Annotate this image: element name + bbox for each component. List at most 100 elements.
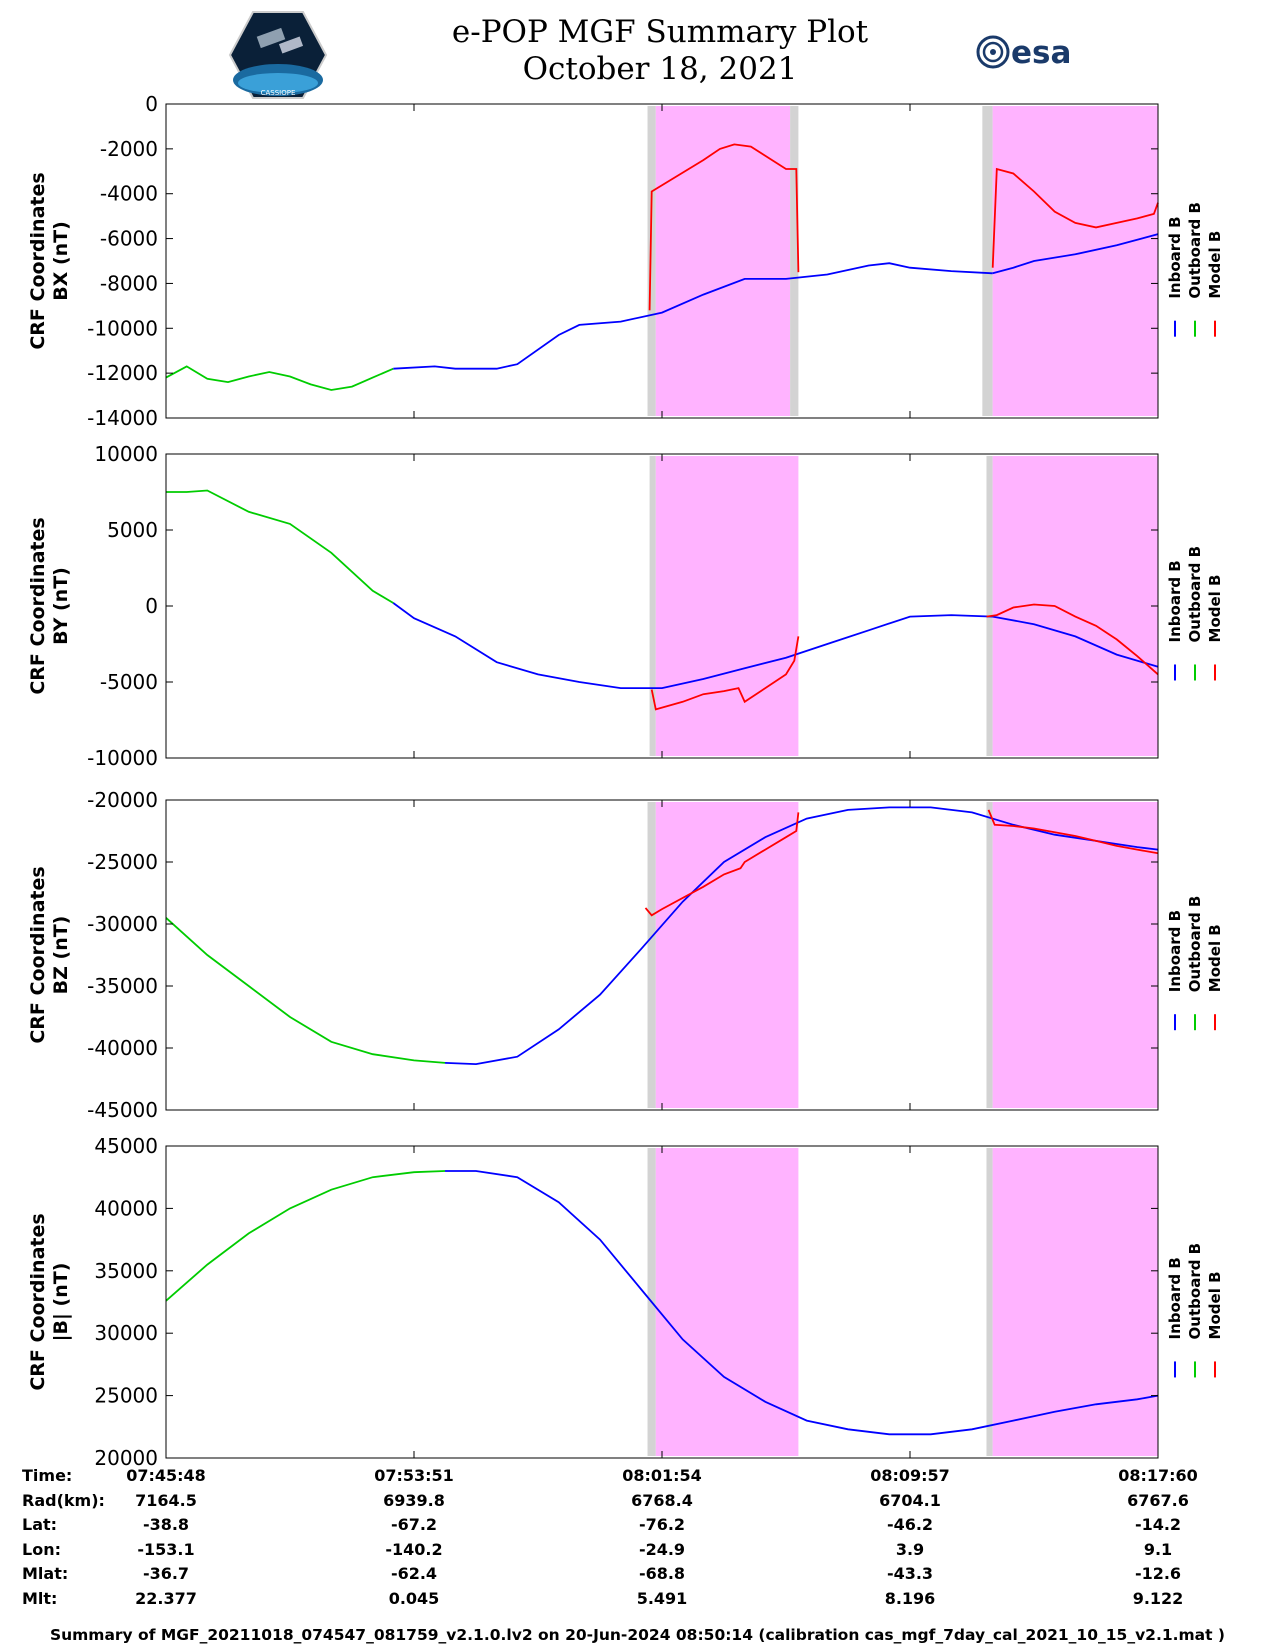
info-cell: 9.1 xyxy=(1143,1539,1173,1559)
info-cell: 5.491 xyxy=(636,1588,688,1608)
info-cell: 6939.8 xyxy=(383,1490,445,1510)
info-cell: -24.9 xyxy=(638,1539,686,1559)
info-cell: 6767.6 xyxy=(1127,1490,1189,1510)
shaded-region-0-3 xyxy=(982,106,993,416)
series-line-2-1 xyxy=(444,806,1159,1066)
esa-logo-text: esa xyxy=(1011,35,1071,71)
y-tick-label-0-0: 0 xyxy=(145,92,158,116)
y-tick-label-3-1: 40000 xyxy=(94,1196,158,1220)
info-cell: -153.1 xyxy=(137,1539,195,1559)
shaded-region-2-1 xyxy=(655,802,799,1108)
series-line-0-0 xyxy=(165,365,394,391)
info-cell: -36.7 xyxy=(142,1564,190,1583)
series-line-0-1 xyxy=(393,262,993,370)
series-line-0-3 xyxy=(648,143,800,311)
legend-label-2-2: Model B xyxy=(1206,924,1224,992)
y-tick-label-2-1: -25000 xyxy=(87,850,158,874)
y-tick-label-3-3: 30000 xyxy=(94,1321,158,1345)
y-tick-label-0-1: -2000 xyxy=(100,137,158,161)
shaded-region-2-0 xyxy=(647,802,656,1108)
series-line-0-2 xyxy=(992,233,1159,275)
y-axis-label-line1-0: CRF Coordinates xyxy=(27,172,49,349)
legend-label-1-2: Model B xyxy=(1206,575,1224,643)
legend-label-3-0: Inboard B xyxy=(1166,1257,1184,1339)
y-tick-label-2-0: -20000 xyxy=(87,788,158,812)
info-cell: 6704.1 xyxy=(879,1490,941,1510)
shaded-region-2-3 xyxy=(992,802,1158,1108)
y-tick-label-3-0: 45000 xyxy=(94,1134,158,1158)
legend-label-3-1: Outboard B xyxy=(1186,1243,1204,1340)
info-cell: 8.196 xyxy=(884,1588,936,1608)
info-row-label: Mlt: xyxy=(22,1588,58,1608)
info-cell: 0.045 xyxy=(388,1588,440,1608)
info-cell: -68.8 xyxy=(638,1564,686,1583)
esa-logo: esa xyxy=(976,35,1071,71)
series-line-3-0 xyxy=(165,1170,446,1302)
legend-label-2-1: Outboard B xyxy=(1186,896,1204,993)
shaded-region-0-2 xyxy=(790,106,799,416)
y-axis-label-line2-1: BY (nT) xyxy=(50,567,72,645)
info-cell: 07:45:48 xyxy=(126,1466,206,1485)
info-cell: -43.3 xyxy=(886,1564,934,1583)
y-axis-label-line2-0: BX (nT) xyxy=(50,221,72,301)
y-axis-label-line1-3: CRF Coordinates xyxy=(27,1213,49,1390)
y-tick-label-1-4: -10000 xyxy=(87,746,158,770)
info-cell: 3.9 xyxy=(895,1539,925,1559)
y-axis-label-3: CRF Coordinates|B| (nT) xyxy=(27,1213,72,1390)
y-tick-label-1-3: -5000 xyxy=(100,670,158,694)
y-tick-label-0-2: -4000 xyxy=(100,182,158,206)
info-cell: 6768.4 xyxy=(631,1490,693,1510)
info-cell: -14.2 xyxy=(1134,1515,1182,1534)
info-cell: -140.2 xyxy=(385,1539,443,1559)
shaded-region-0-1 xyxy=(655,106,791,416)
cassiope-logo: CASSIOPE xyxy=(228,11,328,99)
info-cell: 08:17:60 xyxy=(1118,1466,1198,1485)
series-line-3-1 xyxy=(445,1170,1159,1436)
footer-text: Summary of MGF_20211018_074547_081759_v2… xyxy=(49,1626,1226,1644)
y-tick-label-3-4: 25000 xyxy=(94,1384,158,1408)
series-line-2-3 xyxy=(987,809,1159,855)
info-cell: -12.6 xyxy=(1134,1564,1182,1583)
legend-label-0-0: Inboard B xyxy=(1166,216,1184,298)
y-axis-label-2: CRF CoordinatesBZ (nT) xyxy=(27,866,72,1043)
shaded-region-3-1 xyxy=(655,1148,799,1456)
y-tick-label-3-2: 35000 xyxy=(94,1259,158,1283)
legend-label-3-2: Model B xyxy=(1206,1271,1224,1339)
shaded-region-1-0 xyxy=(649,456,656,756)
y-axis-label-0: CRF CoordinatesBX (nT) xyxy=(27,172,72,349)
legend-label-1-1: Outboard B xyxy=(1186,546,1204,643)
shaded-region-0-4 xyxy=(992,106,1158,416)
series-line-1-2 xyxy=(650,636,800,711)
title-block: e-POP MGF Summary Plot October 18, 2021 xyxy=(340,14,980,88)
shaded-region-3-2 xyxy=(986,1148,993,1456)
shaded-region-1-1 xyxy=(655,456,799,756)
y-axis-label-line2-2: BZ (nT) xyxy=(50,916,72,995)
info-row-label: Mlat: xyxy=(22,1564,69,1583)
info-cell: -38.8 xyxy=(142,1515,190,1534)
shaded-region-3-3 xyxy=(992,1148,1158,1456)
y-tick-label-2-3: -35000 xyxy=(87,974,158,998)
shaded-region-1-2 xyxy=(986,456,993,756)
y-tick-label-2-2: -30000 xyxy=(87,912,158,936)
y-tick-label-1-0: 10000 xyxy=(94,442,158,466)
y-axis-label-1: CRF CoordinatesBY (nT) xyxy=(27,517,72,694)
info-cell: -62.4 xyxy=(390,1564,438,1583)
y-tick-label-2-5: -45000 xyxy=(87,1098,158,1122)
info-cell: 08:01:54 xyxy=(622,1466,702,1485)
info-cell: -76.2 xyxy=(638,1515,686,1534)
series-line-2-0 xyxy=(165,917,446,1064)
y-tick-label-0-3: -6000 xyxy=(100,227,158,251)
y-tick-label-2-4: -40000 xyxy=(87,1036,158,1060)
y-tick-label-3-5: 20000 xyxy=(94,1446,158,1470)
info-row-label: Rad(km): xyxy=(22,1490,105,1510)
y-tick-label-0-5: -10000 xyxy=(87,316,158,340)
shaded-region-2-2 xyxy=(986,802,993,1108)
y-tick-label-0-7: -14000 xyxy=(87,406,158,430)
legend-label-0-1: Outboard B xyxy=(1186,202,1204,299)
info-cell: 22.377 xyxy=(135,1588,197,1608)
info-cell: 7164.5 xyxy=(135,1490,197,1510)
info-row-label: Lat: xyxy=(22,1515,58,1534)
series-line-1-1 xyxy=(392,602,1159,689)
plot-title: e-POP MGF Summary Plot xyxy=(451,14,869,50)
